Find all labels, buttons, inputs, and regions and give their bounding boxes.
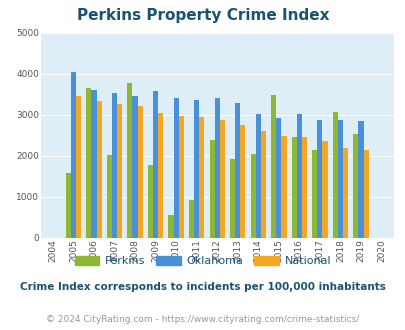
Bar <box>112 93 117 238</box>
Bar <box>291 137 296 238</box>
Bar <box>132 96 137 238</box>
Bar <box>147 165 153 238</box>
Bar <box>352 134 358 238</box>
Bar <box>188 200 194 238</box>
Bar <box>66 173 71 238</box>
Bar <box>127 83 132 238</box>
Bar <box>178 116 183 238</box>
Bar <box>96 101 101 238</box>
Text: Perkins Property Crime Index: Perkins Property Crime Index <box>77 8 328 23</box>
Bar <box>168 215 173 238</box>
Legend: Perkins, Oklahoma, National: Perkins, Oklahoma, National <box>70 251 335 271</box>
Bar <box>332 112 337 238</box>
Bar <box>76 96 81 238</box>
Bar <box>71 72 76 238</box>
Bar <box>234 103 240 238</box>
Bar <box>214 98 219 238</box>
Bar <box>322 141 327 238</box>
Bar <box>301 137 306 238</box>
Bar <box>275 118 281 238</box>
Bar <box>137 106 143 238</box>
Bar <box>107 155 112 238</box>
Bar <box>342 148 347 238</box>
Text: © 2024 CityRating.com - https://www.cityrating.com/crime-statistics/: © 2024 CityRating.com - https://www.city… <box>46 315 359 324</box>
Bar <box>219 120 224 238</box>
Bar <box>250 154 255 238</box>
Bar <box>86 88 91 238</box>
Text: Crime Index corresponds to incidents per 100,000 inhabitants: Crime Index corresponds to incidents per… <box>20 282 385 292</box>
Bar <box>260 131 265 238</box>
Bar <box>117 104 122 238</box>
Bar <box>173 98 178 238</box>
Bar <box>194 100 199 238</box>
Bar <box>311 150 317 238</box>
Bar <box>153 91 158 238</box>
Bar <box>209 140 214 238</box>
Bar <box>296 115 301 238</box>
Bar <box>271 95 275 238</box>
Bar <box>240 125 245 238</box>
Bar <box>362 150 368 238</box>
Bar <box>358 121 362 238</box>
Bar <box>317 120 322 238</box>
Bar <box>91 90 96 238</box>
Bar <box>199 117 204 238</box>
Bar <box>337 120 342 238</box>
Bar <box>230 159 234 238</box>
Bar <box>158 113 163 238</box>
Bar <box>255 115 260 238</box>
Bar <box>281 136 286 238</box>
